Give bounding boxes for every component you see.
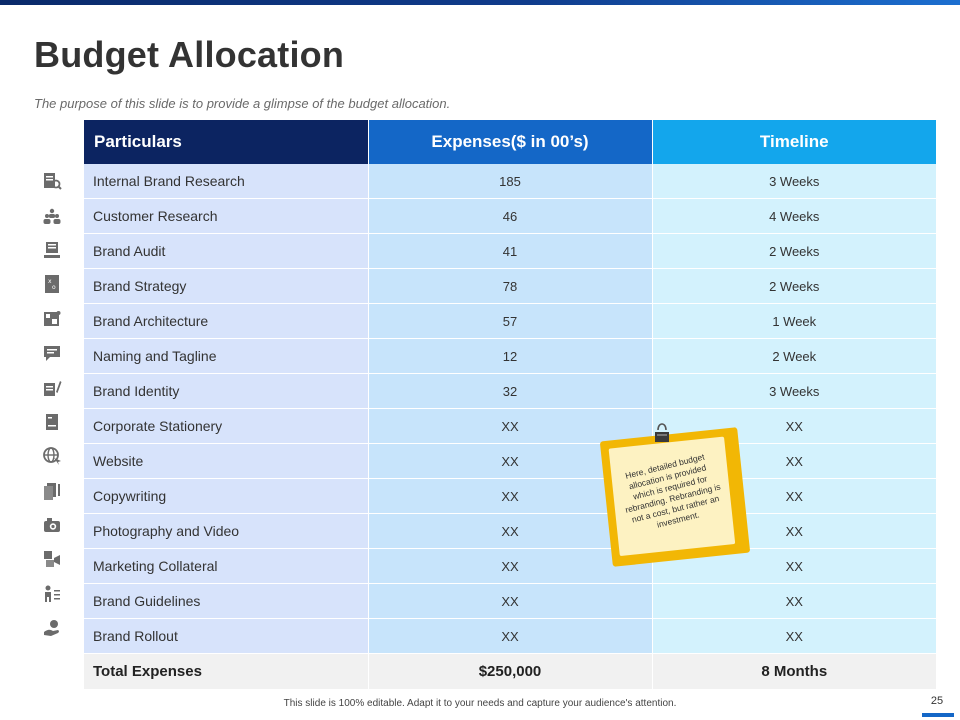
people-group-icon [40, 198, 64, 232]
footer-note: This slide is 100% editable. Adapt it to… [283, 698, 677, 709]
table-row: Brand Strategy 78 2 Weeks [84, 268, 936, 304]
stationery-notebook-icon [40, 405, 64, 439]
cell-particular: Customer Research [84, 198, 368, 234]
cell-timeline: 2 Weeks [651, 268, 936, 304]
cell-timeline: 3 Weeks [651, 164, 936, 199]
total-row: Total Expenses $250,000 8 Months [84, 653, 936, 689]
megaphone-icon [40, 542, 64, 576]
table-row: Copywriting XX XX [84, 478, 936, 514]
table-row: Corporate Stationery XX XX [84, 408, 936, 444]
binder-clip-icon [653, 420, 671, 444]
cell-particular: Marketing Collateral [84, 548, 368, 584]
audit-monitor-icon [40, 233, 64, 267]
table-row: Website XX XX [84, 443, 936, 479]
cell-expense: 12 [367, 338, 652, 374]
cell-expense: 32 [367, 373, 652, 409]
cell-particular: Brand Identity [84, 373, 368, 409]
table-row: Brand Rollout XX XX [84, 618, 936, 654]
speech-bubble-icon [40, 336, 64, 370]
table-row: Brand Architecture 57 1 Week [84, 303, 936, 339]
cell-particular: Copywriting [84, 478, 368, 514]
total-label: Total Expenses [84, 653, 368, 689]
table-row: Brand Guidelines XX XX [84, 583, 936, 619]
total-timeline: 8 Months [651, 653, 936, 689]
person-checklist-icon [40, 577, 64, 611]
cell-expense: XX [367, 513, 652, 549]
cell-timeline: 4 Weeks [651, 198, 936, 234]
table-row: Customer Research 46 4 Weeks [84, 198, 936, 234]
cell-expense: 185 [367, 164, 652, 199]
cell-particular: Brand Rollout [84, 618, 368, 654]
budget-table: Particulars Expenses($ in 00’s) Timeline… [84, 120, 936, 689]
cell-particular: Brand Architecture [84, 303, 368, 339]
sticky-note-paper: Here, detailed budget allocation is prov… [608, 436, 736, 557]
table-row: Brand Audit 41 2 Weeks [84, 233, 936, 269]
cell-particular: Internal Brand Research [84, 164, 368, 199]
table-row: Marketing Collateral XX XX [84, 548, 936, 584]
cell-particular: Website [84, 443, 368, 479]
svg-text:o: o [52, 284, 56, 291]
cell-timeline: 3 Weeks [651, 373, 936, 409]
cell-expense: 78 [367, 268, 652, 304]
cell-timeline: XX [651, 618, 936, 654]
slide-title: Budget Allocation [34, 34, 345, 75]
table-header-row: Particulars Expenses($ in 00’s) Timeline [84, 120, 936, 164]
table-row: Photography and Video XX XX [84, 513, 936, 549]
page-number-bar [922, 713, 954, 717]
cell-particular: Photography and Video [84, 513, 368, 549]
table-row: Internal Brand Research 185 3 Weeks [84, 164, 936, 199]
svg-text:x: x [48, 278, 52, 285]
header-particulars: Particulars [84, 120, 369, 164]
architecture-blocks-icon [40, 302, 64, 336]
table-row: Naming and Tagline 12 2 Week [84, 338, 936, 374]
cell-expense: 46 [367, 198, 652, 234]
cell-expense: 41 [367, 233, 652, 269]
sticky-note-text: Here, detailed budget allocation is prov… [624, 451, 722, 530]
total-expense: $250,000 [367, 653, 652, 689]
header-timeline: Timeline [652, 120, 936, 164]
hand-coin-icon [40, 611, 64, 645]
cell-expense: XX [367, 408, 652, 444]
cell-expense: XX [367, 583, 652, 619]
page-number: 25 [930, 695, 944, 707]
table-row: Brand Identity 32 3 Weeks [84, 373, 936, 409]
cell-particular: Brand Audit [84, 233, 368, 269]
cell-timeline: XX [651, 548, 936, 584]
cell-timeline: 1 Week [651, 303, 936, 339]
sticky-note: Here, detailed budget allocation is prov… [599, 427, 751, 567]
cell-particular: Naming and Tagline [84, 338, 368, 374]
identity-pen-icon [40, 370, 64, 404]
documents-pen-icon [40, 474, 64, 508]
budget-table-container: Particulars Expenses($ in 00’s) Timeline… [84, 120, 936, 689]
cell-timeline: XX [651, 583, 936, 619]
cell-timeline: 2 Week [651, 338, 936, 374]
cell-expense: 57 [367, 303, 652, 339]
slide-subtitle: The purpose of this slide is to provide … [34, 96, 451, 111]
cell-expense: XX [367, 548, 652, 584]
cell-particular: Brand Strategy [84, 268, 368, 304]
research-document-icon [40, 164, 64, 198]
camera-icon [40, 508, 64, 542]
cell-expense: XX [367, 618, 652, 654]
cell-timeline: XX [651, 408, 936, 444]
globe-cursor-icon [40, 439, 64, 473]
cell-timeline: 2 Weeks [651, 233, 936, 269]
cell-particular: Brand Guidelines [84, 583, 368, 619]
top-accent-bar [0, 0, 960, 5]
cell-particular: Corporate Stationery [84, 408, 368, 444]
header-expenses: Expenses($ in 00’s) [368, 120, 653, 164]
